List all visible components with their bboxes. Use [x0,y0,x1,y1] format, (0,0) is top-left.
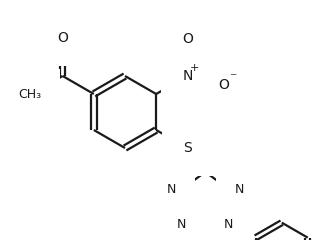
Text: ⁻: ⁻ [229,71,236,85]
Text: O: O [218,78,229,92]
Text: N: N [177,218,187,231]
Text: S: S [183,141,192,155]
Text: N: N [182,69,193,83]
Text: O: O [57,31,68,45]
Text: O: O [182,32,193,46]
Text: +: + [190,63,199,73]
Text: N: N [234,183,244,196]
Text: CH₃: CH₃ [18,88,41,101]
Text: N: N [167,183,176,196]
Text: N: N [224,218,234,231]
